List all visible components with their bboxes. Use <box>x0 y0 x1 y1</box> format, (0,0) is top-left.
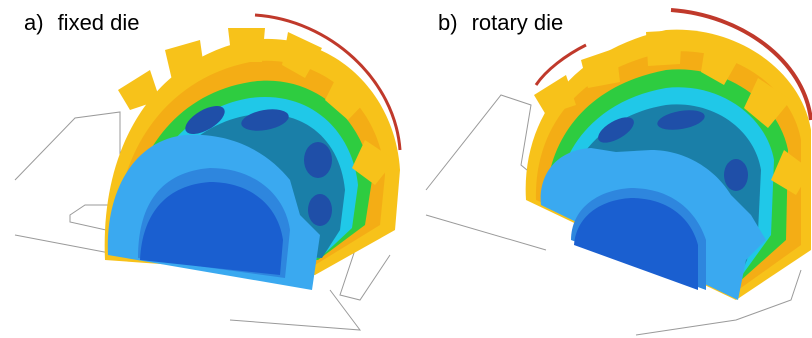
tooth-icon <box>534 30 811 195</box>
panel-b-label: b) rotary die <box>434 10 568 36</box>
panel-a: a) fixed die <box>14 10 402 331</box>
panel-a-figure <box>14 13 402 331</box>
panel-b-figure <box>425 8 812 336</box>
panel-a-letter: a) <box>24 10 44 35</box>
die-outline <box>14 111 391 331</box>
gear-workpiece <box>104 13 402 290</box>
gear-workpiece <box>525 8 812 300</box>
panel-b-title: rotary die <box>471 10 564 35</box>
tooth-icon <box>118 28 395 185</box>
panel-b-letter: b) <box>438 10 458 35</box>
panel-a-title: fixed die <box>57 10 140 35</box>
panel-a-label: a) fixed die <box>20 10 144 36</box>
panel-b: b) rotary die <box>406 0 812 338</box>
